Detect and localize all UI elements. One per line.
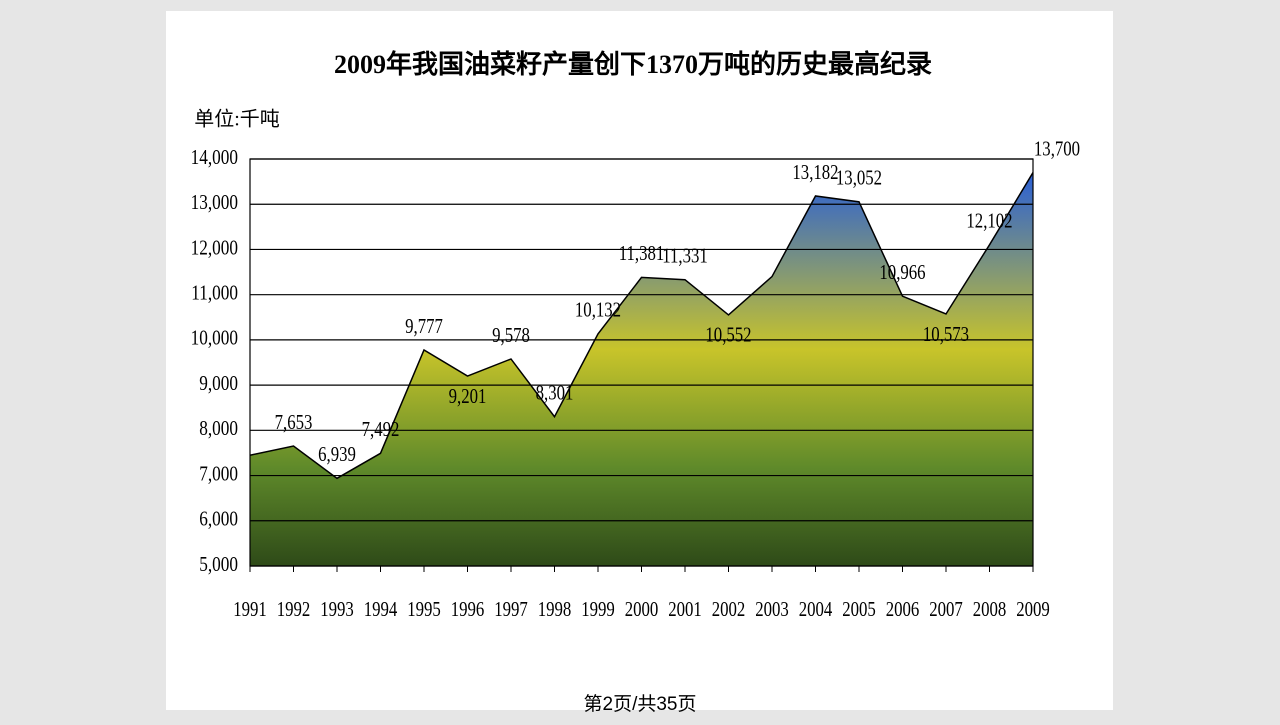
data-label: 13,052 (836, 167, 882, 190)
data-label: 7,492 (362, 418, 400, 441)
y-tick-label: 7,000 (199, 463, 238, 486)
data-label: 10,966 (879, 261, 925, 284)
area-fill (250, 172, 1033, 567)
data-label: 13,182 (792, 161, 838, 184)
data-label: 7,653 (275, 411, 313, 434)
y-tick-label: 11,000 (191, 282, 238, 305)
x-tick-label: 1997 (494, 598, 528, 621)
data-label: 9,578 (492, 324, 530, 347)
x-tick-label: 2001 (668, 598, 702, 621)
data-label: 10,132 (575, 299, 621, 322)
data-label: 12,102 (966, 210, 1012, 233)
x-tick-label: 2002 (712, 598, 746, 621)
data-label: 10,552 (705, 324, 751, 347)
x-tick-label: 1992 (277, 598, 311, 621)
x-tick-label: 2000 (625, 598, 659, 621)
x-tick-label: 1995 (407, 598, 441, 621)
y-tick-label: 14,000 (191, 146, 238, 169)
x-tick-label: 2009 (1016, 598, 1050, 621)
data-label: 9,201 (449, 385, 487, 408)
x-tick-label: 1999 (581, 598, 615, 621)
x-tick-label: 2003 (755, 598, 789, 621)
y-tick-label: 6,000 (199, 508, 238, 531)
x-tick-label: 2007 (929, 598, 963, 621)
data-label: 11,331 (662, 245, 708, 268)
area-line (249, 172, 1034, 480)
x-tick-label: 1996 (451, 598, 485, 621)
x-tick-label: 2008 (973, 598, 1007, 621)
y-tick-label: 13,000 (191, 192, 238, 215)
y-tick-label: 5,000 (199, 553, 238, 576)
data-label: 9,777 (405, 315, 443, 338)
y-tick-label: 10,000 (191, 327, 238, 350)
page-footer: 第2页/共35页 (584, 693, 697, 715)
x-tick-label: 1998 (538, 598, 572, 621)
y-tick-label: 9,000 (199, 372, 238, 395)
data-label: 10,573 (923, 323, 969, 346)
x-tick-label: 2005 (842, 598, 876, 621)
data-label: 6,939 (318, 443, 356, 466)
y-tick-label: 12,000 (191, 237, 238, 260)
data-label: 13,700 (1034, 138, 1080, 161)
x-tick-label: 1993 (320, 598, 354, 621)
unit-label: 单位:千吨 (194, 108, 280, 131)
x-tick-label: 1994 (364, 598, 398, 621)
x-tick-label: 1991 (233, 598, 267, 621)
chart-title: 2009年我国油菜籽产量创下1370万吨的历史最高纪录 (334, 49, 932, 79)
x-tick-label: 2006 (886, 598, 920, 621)
data-label: 11,381 (619, 243, 665, 266)
x-tick-label: 2004 (799, 598, 833, 621)
data-label: 8,301 (536, 382, 574, 405)
y-tick-label: 8,000 (199, 418, 238, 441)
